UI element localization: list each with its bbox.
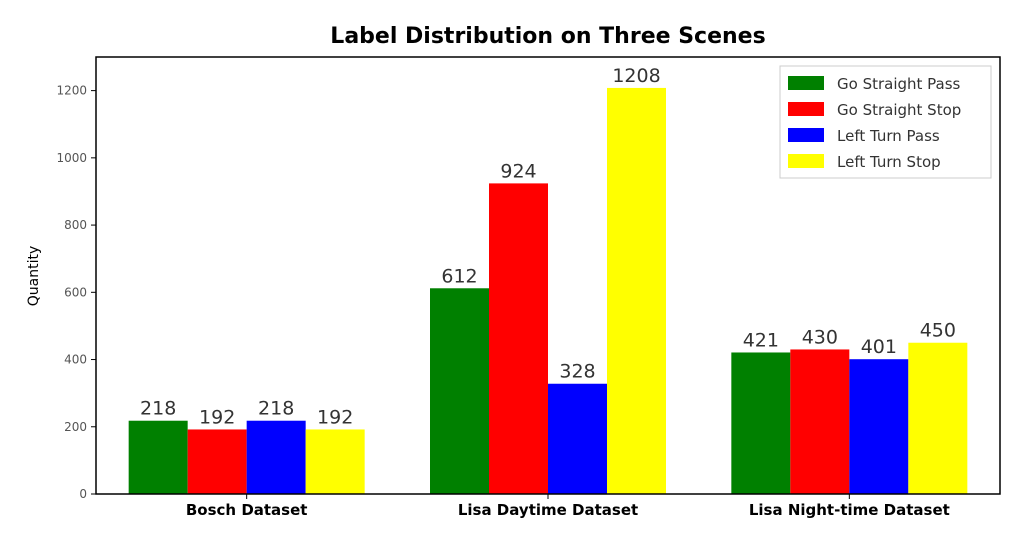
data-label: 1208 <box>612 65 660 87</box>
y-tick-label: 200 <box>64 420 87 434</box>
data-label: 430 <box>802 326 838 348</box>
data-label: 612 <box>441 265 477 287</box>
x-tick-label: Bosch Dataset <box>186 501 308 519</box>
legend: Go Straight Pass Go Straight Stop Left Tur… <box>779 65 992 179</box>
x-tick-label: Lisa Night-time Dataset <box>749 501 950 519</box>
legend-label: Left Turn Stop <box>837 153 941 171</box>
data-labels-group: 218 192 218 192 612 924 328 1208 421 430 401 450 <box>140 65 956 429</box>
plot-frame <box>95 56 1001 495</box>
bar-go-straight-pass <box>731 352 791 494</box>
bars-group <box>128 87 968 495</box>
data-label: 218 <box>258 398 294 420</box>
chart-title: Label Distribution on Three Scenes <box>330 24 765 49</box>
y-axis: 0 200 400 600 800 1000 1200 <box>56 84 96 501</box>
data-label: 401 <box>861 336 897 358</box>
data-label: 192 <box>199 406 235 428</box>
legend-label: Go Straight Stop <box>837 101 961 119</box>
y-tick-label: 400 <box>64 353 87 367</box>
legend-label: Left Turn Pass <box>837 127 940 145</box>
y-tick-label: 1000 <box>56 151 87 165</box>
data-label: 924 <box>500 160 536 182</box>
legend-swatch <box>788 102 824 116</box>
x-axis: Bosch Dataset Lisa Daytime Dataset Lisa Ni… <box>186 494 950 519</box>
data-label: 192 <box>317 406 353 428</box>
bar-left-turn-pass <box>246 420 306 494</box>
x-tick-label: Lisa Daytime Dataset <box>458 501 638 519</box>
bar-go-straight-stop <box>187 429 247 494</box>
bar-left-turn-pass <box>548 383 607 494</box>
bar-go-straight-pass <box>128 420 188 494</box>
bar-go-straight-pass <box>430 288 489 494</box>
legend-swatch <box>788 128 824 142</box>
legend-label: Go Straight Pass <box>837 75 961 93</box>
bar-left-turn-stop <box>305 429 365 494</box>
data-label: 328 <box>559 361 595 383</box>
bar-go-straight-stop <box>790 349 850 494</box>
y-tick-label: 0 <box>79 487 87 501</box>
data-label: 450 <box>920 320 956 342</box>
y-axis-label: Quantity <box>26 246 42 307</box>
bar-left-turn-stop <box>908 342 968 494</box>
y-tick-label: 1200 <box>56 84 87 98</box>
data-label: 421 <box>743 329 779 351</box>
bar-go-straight-stop <box>489 183 548 494</box>
data-label: 218 <box>140 398 176 420</box>
y-tick-label: 800 <box>64 218 87 232</box>
legend-swatch <box>788 154 824 168</box>
legend-swatch <box>788 76 824 90</box>
bar-left-turn-pass <box>849 359 909 494</box>
bar-left-turn-stop <box>607 87 666 495</box>
y-tick-label: 600 <box>64 285 87 299</box>
